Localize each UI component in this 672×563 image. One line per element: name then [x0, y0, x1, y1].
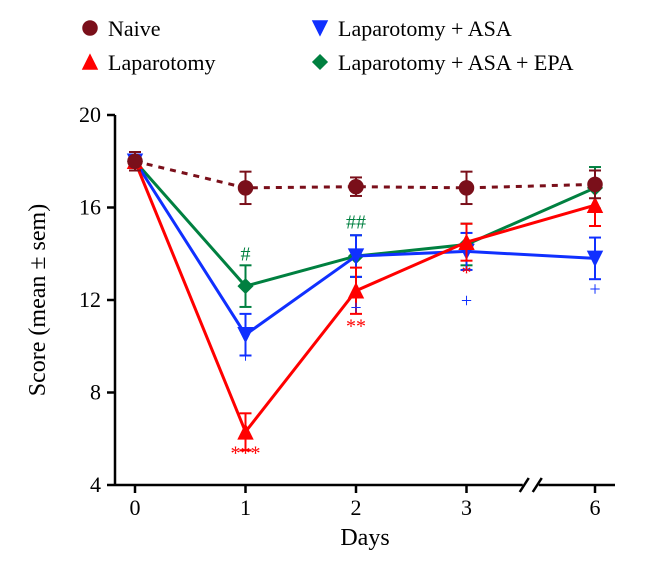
- xtick-label: 3: [461, 495, 472, 520]
- legend-label: Laparotomy + ASA + EPA: [338, 50, 574, 75]
- legend-item-naive: Naive: [83, 16, 161, 41]
- xtick-label: 6: [590, 495, 601, 520]
- series-lap: [128, 152, 602, 450]
- legend-label: Laparotomy: [108, 50, 216, 75]
- y-axis-label: Score (mean ± sem): [25, 204, 51, 396]
- ytick-label: 8: [90, 380, 101, 405]
- annotation: **: [346, 315, 366, 337]
- chart-svg: 4812162001236DaysScore (mean ± sem)#+***…: [0, 0, 672, 563]
- legend-item-lap: Laparotomy: [83, 50, 216, 75]
- series-naive: [128, 152, 602, 204]
- annotation: ##: [346, 211, 366, 233]
- legend-label: Naive: [108, 16, 161, 41]
- ytick-label: 4: [90, 472, 101, 497]
- annotation: +: [461, 290, 472, 312]
- annotation: +: [240, 345, 251, 367]
- legend-label: Laparotomy + ASA: [338, 16, 512, 41]
- xtick-label: 0: [130, 495, 141, 520]
- ytick-label: 16: [79, 195, 101, 220]
- x-axis-label: Days: [340, 525, 389, 551]
- annotation: #: [241, 244, 251, 266]
- chart-container: 4812162001236DaysScore (mean ± sem)#+***…: [0, 0, 672, 563]
- ytick-label: 20: [79, 102, 101, 127]
- annotation: +: [589, 278, 600, 300]
- ytick-label: 12: [79, 287, 101, 312]
- xtick-label: 1: [240, 495, 251, 520]
- annotation: *: [462, 262, 472, 284]
- annotation: ***: [231, 443, 261, 465]
- legend-item-asaepa: Laparotomy + ASA + EPA: [313, 50, 574, 75]
- legend-item-asa: Laparotomy + ASA: [313, 16, 512, 41]
- xtick-label: 2: [351, 495, 362, 520]
